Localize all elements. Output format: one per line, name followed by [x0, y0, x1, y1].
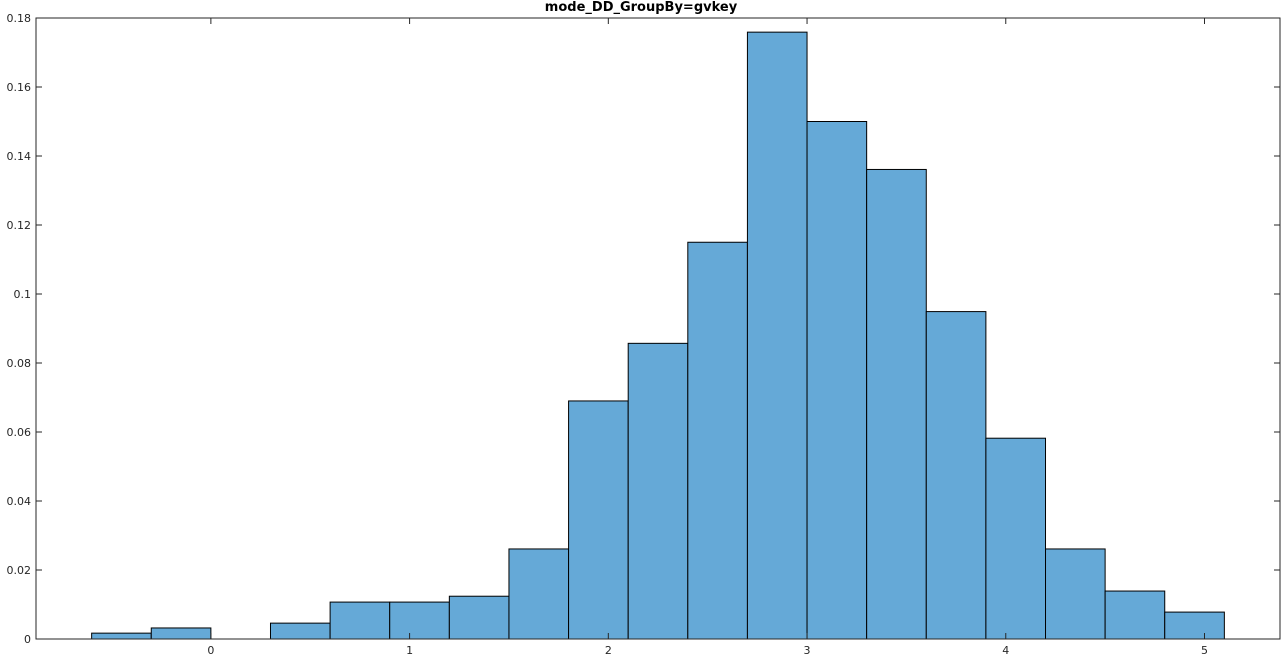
histogram-bar [1164, 611, 1225, 640]
y-tick-label: 0.18 [7, 12, 32, 25]
y-tick-label: 0.02 [7, 564, 32, 577]
y-tick-label: 0.06 [7, 426, 32, 439]
histogram-bar [91, 632, 152, 640]
histogram-bar [329, 601, 391, 640]
y-tick-label: 0.14 [7, 150, 32, 163]
histogram-bar [746, 31, 808, 640]
bars-layer [91, 31, 1225, 640]
axes-layer: 0 0.02 0.04 0.06 0.08 0.1 0.12 0.14 0.16 0.18 0 1 2 3… [7, 12, 1281, 657]
histogram-bar [925, 311, 987, 640]
histogram-bar [1104, 590, 1166, 640]
axes-box [35, 17, 1281, 640]
chart-title: mode_DD_GroupBy=gvkey [544, 0, 738, 15]
y-tick-label: 0.16 [7, 81, 32, 94]
x-tick-label: 4 [1002, 644, 1009, 657]
histogram-bar [389, 601, 450, 640]
x-tick-label: 0 [207, 644, 214, 657]
histogram-bar [150, 627, 212, 640]
x-tick-label: 1 [406, 644, 413, 657]
x-tick-label: 2 [605, 644, 612, 657]
y-tick-label: 0.04 [7, 495, 32, 508]
histogram-bar [985, 437, 1047, 640]
y-tick-label: 0.1 [14, 288, 32, 301]
histogram-bar [866, 168, 927, 640]
x-tick-label: 3 [804, 644, 811, 657]
histogram-bar [687, 241, 748, 640]
histogram-bar [269, 622, 331, 640]
histogram-bar [568, 400, 629, 640]
histogram-bar [806, 121, 868, 640]
histogram-bar [448, 595, 510, 640]
y-tick-label: 0.12 [7, 219, 32, 232]
histogram-bar [508, 548, 570, 640]
y-tick-label: 0 [24, 633, 31, 646]
histogram-bar [627, 342, 689, 640]
histogram-bar [1045, 548, 1106, 640]
y-tick-label: 0.08 [7, 357, 32, 370]
x-tick-label: 5 [1201, 644, 1208, 657]
